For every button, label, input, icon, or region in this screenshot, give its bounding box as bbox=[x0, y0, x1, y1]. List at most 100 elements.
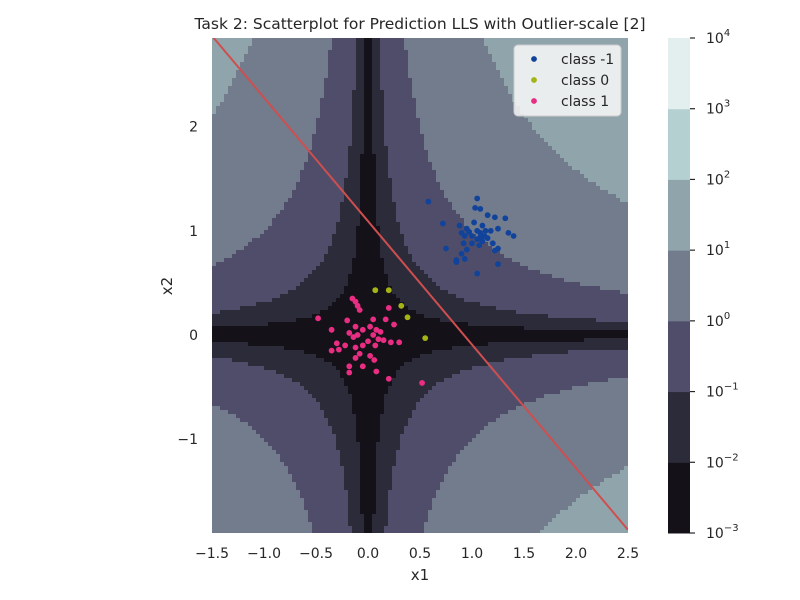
legend: class -1 class 0 class 1 bbox=[513, 44, 622, 117]
data-point bbox=[367, 352, 373, 359]
data-point bbox=[396, 339, 403, 346]
y-tick-label: −1 bbox=[177, 432, 198, 448]
legend-box bbox=[513, 44, 622, 117]
data-point bbox=[469, 240, 475, 247]
data-point bbox=[510, 233, 517, 239]
colorbar-tick-label: 101 bbox=[706, 240, 730, 259]
data-point bbox=[505, 229, 512, 236]
y-tick-label: 0 bbox=[189, 328, 198, 344]
data-point bbox=[391, 321, 397, 328]
colorbar-tick-label: 104 bbox=[706, 28, 730, 47]
data-point bbox=[352, 355, 359, 361]
data-point bbox=[356, 307, 363, 313]
data-point bbox=[487, 227, 494, 234]
legend-marker bbox=[531, 77, 537, 83]
data-point bbox=[335, 346, 342, 353]
legend-marker bbox=[531, 56, 537, 62]
data-point bbox=[456, 222, 463, 229]
data-point bbox=[477, 234, 484, 240]
data-point bbox=[367, 323, 373, 330]
series-1 bbox=[372, 287, 429, 342]
colorbar-band bbox=[668, 250, 690, 322]
data-point bbox=[461, 256, 468, 262]
data-point bbox=[471, 219, 477, 226]
data-point bbox=[489, 240, 496, 247]
data-point bbox=[477, 206, 484, 212]
data-point bbox=[461, 233, 468, 239]
data-point bbox=[344, 317, 351, 324]
data-point bbox=[453, 259, 460, 265]
data-point bbox=[404, 314, 411, 321]
data-point bbox=[359, 342, 366, 349]
series-0 bbox=[425, 195, 517, 277]
data-point bbox=[352, 323, 359, 330]
data-point bbox=[469, 233, 475, 239]
colorbar-tick-label: 10−1 bbox=[706, 382, 739, 401]
data-point bbox=[465, 228, 472, 235]
colorbar-band bbox=[668, 462, 690, 534]
data-point bbox=[372, 287, 379, 294]
data-point bbox=[474, 270, 481, 277]
data-point bbox=[382, 316, 389, 323]
data-point bbox=[482, 227, 489, 234]
data-point bbox=[328, 347, 335, 354]
data-point bbox=[354, 332, 361, 338]
x-axis-label: x1 bbox=[411, 566, 429, 584]
decision-boundary-line bbox=[212, 38, 628, 531]
colorbar-band bbox=[668, 391, 690, 463]
x-tick-label: 2.5 bbox=[617, 546, 639, 562]
data-point bbox=[346, 330, 353, 336]
data-point bbox=[380, 337, 387, 344]
data-point bbox=[346, 363, 353, 370]
data-point bbox=[472, 204, 479, 211]
data-point bbox=[387, 339, 394, 346]
colorbar-tick-label: 10−3 bbox=[706, 523, 739, 542]
data-point bbox=[495, 225, 501, 232]
data-point bbox=[398, 302, 405, 309]
legend-label: class 1 bbox=[561, 94, 609, 110]
colorbar: 10−3 10−2 10−1 100 101 102 103 104 bbox=[668, 28, 739, 542]
x-tick-label: 1.0 bbox=[461, 546, 483, 562]
y-axis-label: x2 bbox=[158, 277, 176, 295]
data-point bbox=[346, 369, 353, 376]
data-point bbox=[365, 338, 371, 345]
data-point bbox=[333, 340, 340, 347]
colorbar-tick-label: 103 bbox=[706, 99, 730, 118]
data-point bbox=[460, 240, 467, 247]
data-point bbox=[443, 245, 449, 252]
scatter-points bbox=[315, 195, 517, 386]
x-tick-label: −1.0 bbox=[247, 546, 281, 562]
data-point bbox=[484, 212, 491, 219]
data-point bbox=[425, 198, 432, 205]
data-point bbox=[370, 316, 377, 323]
legend-label: class 0 bbox=[561, 73, 609, 89]
legend-marker bbox=[531, 98, 537, 104]
data-point bbox=[419, 380, 425, 386]
data-point bbox=[463, 246, 470, 253]
chart-title: Task 2: Scatterplot for Prediction LLS w… bbox=[193, 15, 645, 33]
x-tick-label: −1.5 bbox=[195, 546, 229, 562]
data-point bbox=[377, 328, 384, 335]
data-point bbox=[479, 222, 486, 229]
data-point bbox=[422, 335, 429, 342]
axes: −1.5 −1.0 −0.5 0.0 0.5 1.0 1.5 2.0 2.5 −1 0 1 2 bbox=[177, 120, 639, 562]
colorbar-tick-label: 100 bbox=[706, 311, 730, 330]
decision-line-layer bbox=[212, 38, 628, 531]
colorbar-tick-label: 10−2 bbox=[706, 452, 739, 471]
data-point bbox=[372, 342, 379, 349]
data-point bbox=[385, 375, 392, 382]
data-point bbox=[491, 247, 498, 254]
colorbar-band bbox=[668, 320, 690, 393]
legend-label: class -1 bbox=[561, 52, 614, 68]
data-point bbox=[373, 368, 380, 375]
data-point bbox=[342, 342, 349, 349]
data-point bbox=[458, 250, 465, 257]
x-tick-label: 0.5 bbox=[409, 546, 431, 562]
data-point bbox=[328, 326, 335, 333]
x-tick-label: −0.5 bbox=[299, 546, 333, 562]
data-point bbox=[371, 357, 378, 363]
x-tick-label: 0.0 bbox=[357, 546, 379, 562]
colorbar-band bbox=[668, 108, 690, 180]
data-point bbox=[315, 315, 321, 322]
